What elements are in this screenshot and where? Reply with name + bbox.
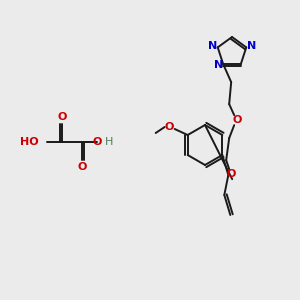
Text: HO: HO [20, 137, 39, 147]
Text: O: O [77, 162, 87, 172]
Text: N: N [208, 41, 218, 51]
Text: O: O [165, 122, 174, 132]
Text: O: O [92, 137, 102, 147]
Text: H: H [105, 137, 113, 147]
Text: O: O [232, 115, 242, 125]
Text: N: N [214, 60, 223, 70]
Text: N: N [247, 41, 256, 51]
Text: O: O [226, 169, 236, 179]
Text: O: O [57, 112, 67, 122]
